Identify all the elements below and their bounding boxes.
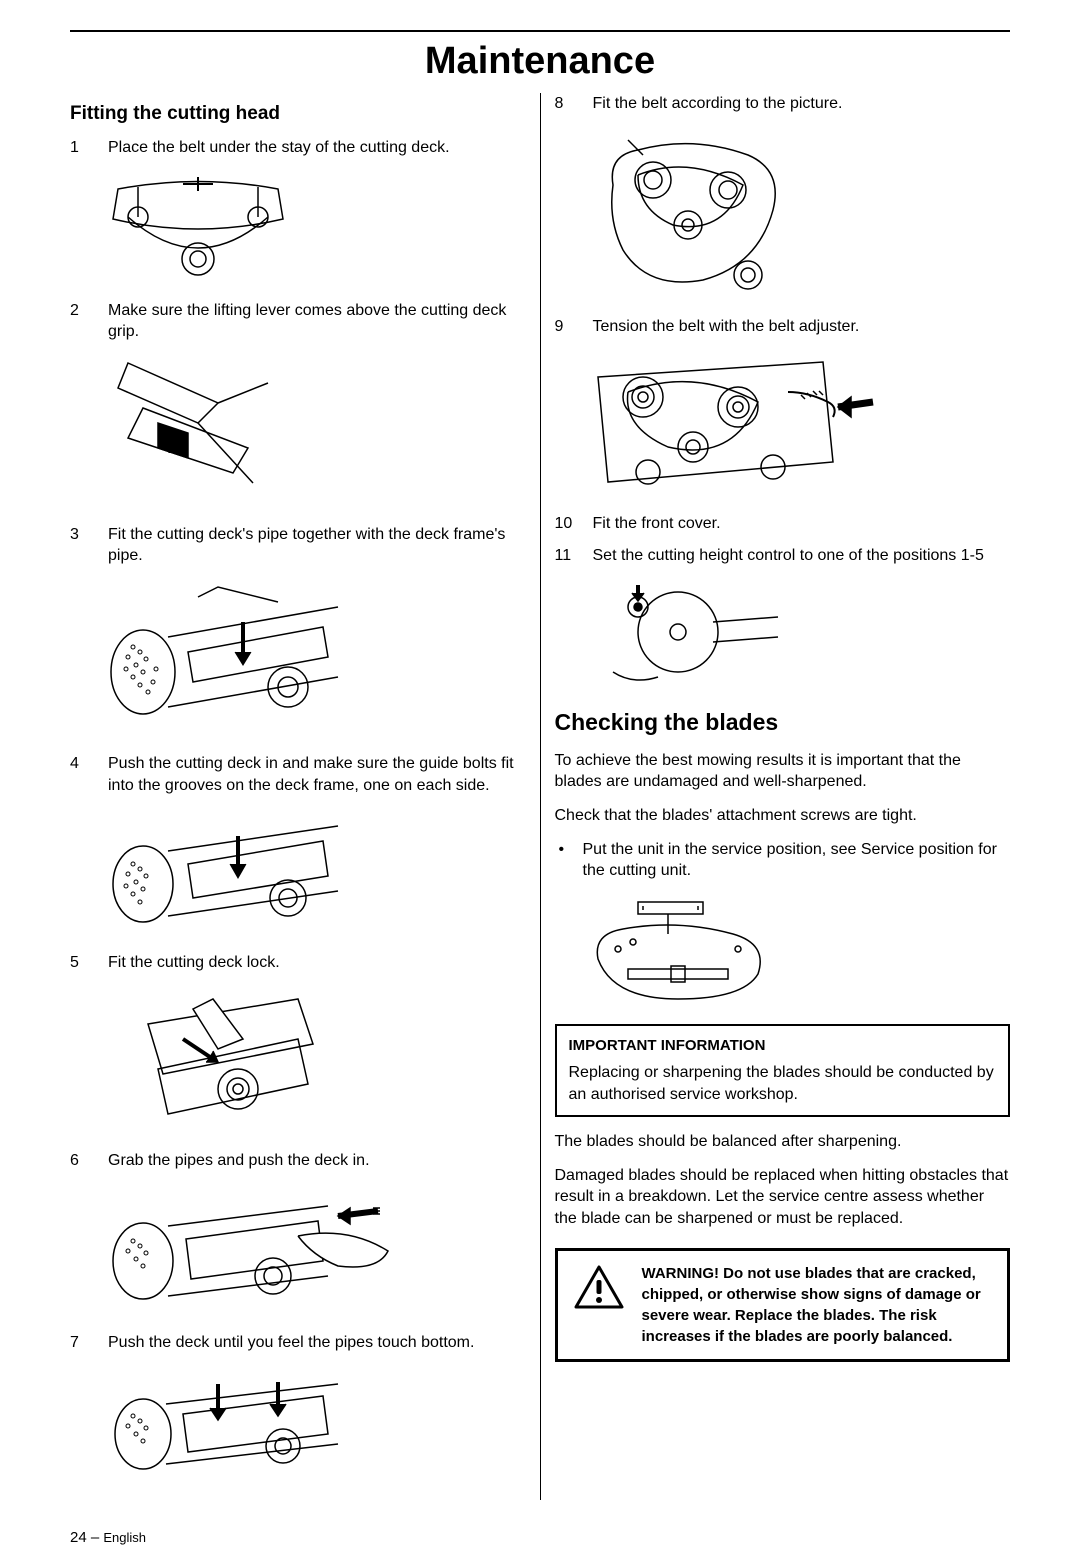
- step-text: Fit the cutting deck lock.: [108, 952, 526, 974]
- step-number: 2: [70, 300, 92, 343]
- blades-para-2: Check that the blades' attachment screws…: [555, 805, 1011, 827]
- figure-4: [98, 806, 526, 936]
- step-number: 7: [70, 1332, 92, 1354]
- step-number: 10: [555, 513, 577, 535]
- step-text: Tension the belt with the belt adjuster.: [593, 316, 1011, 338]
- info-title: IMPORTANT INFORMATION: [569, 1036, 997, 1056]
- heading-fitting: Fitting the cutting head: [70, 101, 526, 127]
- step-number: 9: [555, 316, 577, 338]
- step-text: Fit the cutting deck's pipe together wit…: [108, 524, 526, 567]
- figure-3: [98, 577, 526, 737]
- footer-language: English: [103, 1530, 146, 1545]
- page-number: 24: [70, 1529, 87, 1546]
- step-11: 11 Set the cutting height control to one…: [555, 545, 1011, 567]
- footer-sep: –: [87, 1529, 104, 1546]
- figure-7: [98, 1364, 526, 1484]
- step-text: Fit the belt according to the picture.: [593, 93, 1011, 115]
- step-number: 11: [555, 545, 577, 567]
- step-4: 4 Push the cutting deck in and make sure…: [70, 753, 526, 796]
- step-text: Set the cutting height control to one of…: [593, 545, 1011, 567]
- step-number: 8: [555, 93, 577, 115]
- warning-box: WARNING! Do not use blades that are crac…: [555, 1248, 1011, 1362]
- warning-icon: [572, 1263, 626, 1311]
- step-6: 6 Grab the pipes and push the deck in.: [70, 1150, 526, 1172]
- warning-text: WARNING! Do not use blades that are crac…: [642, 1263, 994, 1347]
- page-footer: 24 – English: [70, 1528, 1010, 1548]
- top-rule: [70, 30, 1010, 32]
- figure-8: [583, 125, 1011, 300]
- step-text: Push the deck until you feel the pipes t…: [108, 1332, 526, 1354]
- page-title: Maintenance: [70, 36, 1010, 87]
- figure-blade: [583, 894, 1011, 1004]
- blades-para-3: The blades should be balanced after shar…: [555, 1131, 1011, 1153]
- bullet-marker: •: [559, 839, 569, 882]
- step-text: Grab the pipes and push the deck in.: [108, 1150, 526, 1172]
- step-9: 9 Tension the belt with the belt adjuste…: [555, 316, 1011, 338]
- step-2: 2 Make sure the lifting lever comes abov…: [70, 300, 526, 343]
- left-column: Fitting the cutting head 1 Place the bel…: [70, 93, 541, 1500]
- figure-11: [583, 577, 1011, 687]
- step-number: 3: [70, 524, 92, 567]
- important-info-box: IMPORTANT INFORMATION Replacing or sharp…: [555, 1024, 1011, 1117]
- step-7: 7 Push the deck until you feel the pipes…: [70, 1332, 526, 1354]
- bullet-text: Put the unit in the service position, se…: [583, 839, 1011, 882]
- step-1: 1 Place the belt under the stay of the c…: [70, 137, 526, 159]
- step-number: 6: [70, 1150, 92, 1172]
- two-column-layout: Fitting the cutting head 1 Place the bel…: [70, 93, 1010, 1500]
- heading-checking-blades: Checking the blades: [555, 707, 1011, 738]
- blades-para-1: To achieve the best mowing results it is…: [555, 750, 1011, 793]
- bullet-service-position: • Put the unit in the service position, …: [555, 839, 1011, 882]
- step-8: 8 Fit the belt according to the picture.: [555, 93, 1011, 115]
- step-text: Fit the front cover.: [593, 513, 1011, 535]
- figure-2: [98, 353, 526, 508]
- step-number: 4: [70, 753, 92, 796]
- step-3: 3 Fit the cutting deck's pipe together w…: [70, 524, 526, 567]
- step-text: Make sure the lifting lever comes above …: [108, 300, 526, 343]
- step-number: 1: [70, 137, 92, 159]
- info-body: Replacing or sharpening the blades shoul…: [569, 1062, 997, 1105]
- right-column: 8 Fit the belt according to the picture.…: [541, 93, 1011, 1500]
- figure-5: [98, 984, 526, 1134]
- blades-para-4: Damaged blades should be replaced when h…: [555, 1165, 1011, 1230]
- figure-1: [98, 169, 526, 284]
- figure-9: [583, 347, 1011, 497]
- step-5: 5 Fit the cutting deck lock.: [70, 952, 526, 974]
- step-10: 10 Fit the front cover.: [555, 513, 1011, 535]
- figure-6: [98, 1181, 526, 1316]
- step-text: Push the cutting deck in and make sure t…: [108, 753, 526, 796]
- step-text: Place the belt under the stay of the cut…: [108, 137, 526, 159]
- step-number: 5: [70, 952, 92, 974]
